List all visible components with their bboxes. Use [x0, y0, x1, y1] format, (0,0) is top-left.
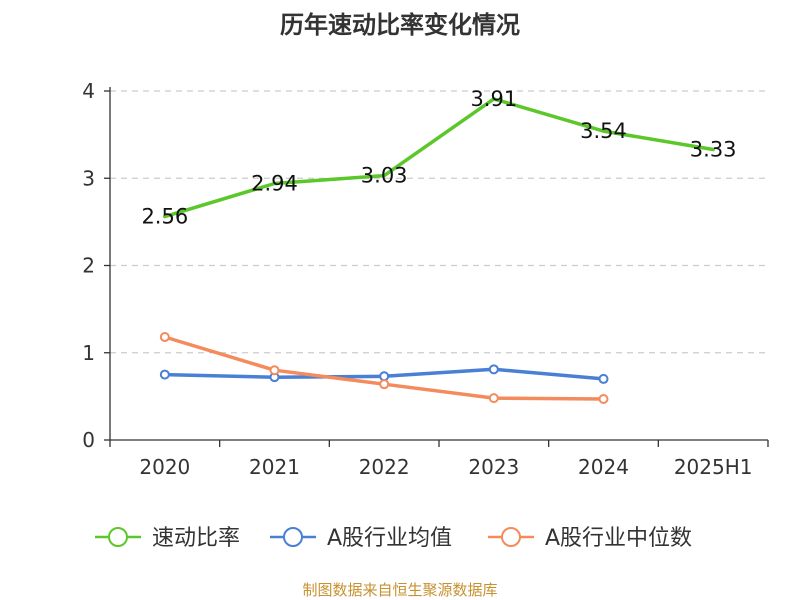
chart-title: 历年速动比率变化情况: [280, 11, 520, 39]
data-point: [379, 379, 390, 390]
data-point: [159, 332, 170, 343]
data-labels: 2.56 2.94 3.03 3.91 3.54 3.33: [141, 87, 736, 229]
x-tick-label: 2021: [249, 455, 300, 479]
y-tick-label: 0: [82, 428, 95, 452]
data-point: [159, 369, 170, 380]
legend-marker: [283, 527, 303, 547]
legend[interactable]: 速动比率 A股行业均值 A股行业中位数: [95, 526, 692, 551]
y-tick-label: 4: [82, 79, 95, 103]
y-tick-label: 3: [82, 166, 95, 190]
legend-item[interactable]: A股行业均值: [270, 526, 452, 551]
data-point: [379, 371, 390, 382]
data-point: [269, 365, 280, 376]
x-tick-label: 2022: [359, 455, 410, 479]
series-line-0: [163, 97, 715, 219]
legend-marker: [501, 527, 521, 547]
legend-label: A股行业中位数: [545, 526, 692, 551]
data-point: [488, 393, 499, 404]
x-tick-label: 2020: [139, 455, 190, 479]
data-label: 3.03: [361, 164, 408, 188]
data-label: 3.54: [580, 119, 627, 143]
data-label: 3.91: [470, 87, 517, 111]
data-label: 2.56: [141, 205, 188, 229]
x-tick-label: 2024: [578, 455, 629, 479]
y-tick-label: 1: [82, 341, 95, 365]
y-tick-label: 2: [82, 254, 95, 278]
axes: 0 1 2 3 4 2020 2021 2022 2023 2024 2025H1: [82, 79, 769, 479]
data-point: [598, 393, 609, 404]
x-tick-label: 2023: [468, 455, 519, 479]
legend-item[interactable]: 速动比率: [95, 526, 240, 551]
legend-item[interactable]: A股行业中位数: [488, 526, 692, 551]
data-label: 3.33: [690, 137, 737, 161]
data-point: [598, 373, 609, 384]
x-tick-label: 2025H1: [674, 455, 753, 479]
series-layer: [159, 97, 715, 404]
data-label: 2.94: [251, 171, 298, 195]
series-line-2: [163, 335, 606, 401]
data-point: [488, 364, 499, 375]
legend-label: A股行业均值: [327, 526, 452, 551]
grid: [110, 90, 768, 354]
legend-label: 速动比率: [152, 526, 240, 551]
source-footer: 制图数据来自恒生聚源数据库: [302, 581, 497, 599]
legend-marker: [108, 527, 128, 547]
